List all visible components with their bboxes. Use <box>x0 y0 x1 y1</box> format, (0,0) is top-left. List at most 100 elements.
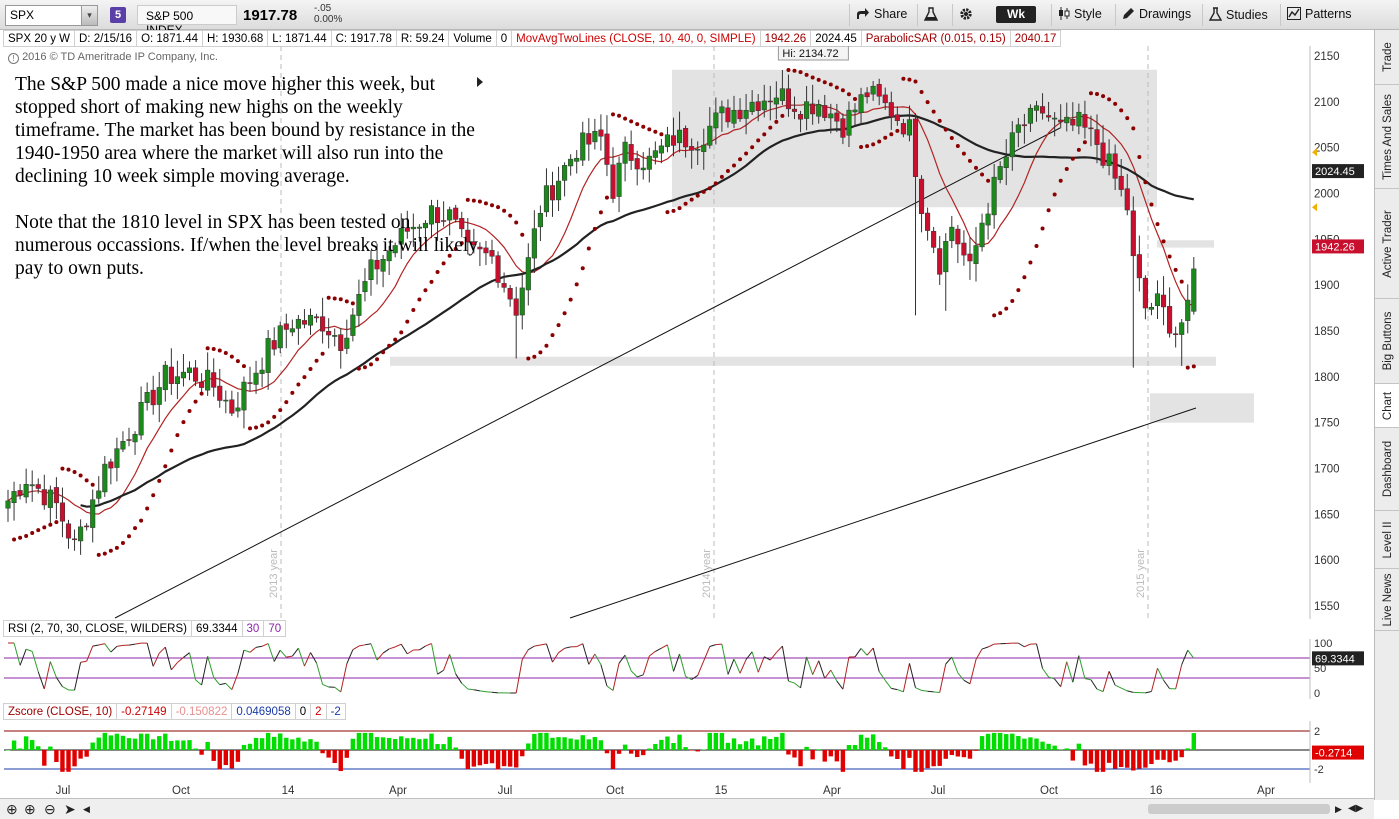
zscore-bar <box>477 750 483 766</box>
flask-button[interactable] <box>917 4 944 26</box>
psar-dot <box>254 425 259 430</box>
tab-dashboard[interactable]: Dashboard <box>1375 428 1399 511</box>
zoom-in-icon[interactable]: ⊕ <box>24 801 36 817</box>
rsi-segment <box>872 647 880 672</box>
expand-icon[interactable]: ◀▶ <box>1348 803 1364 814</box>
price-axis[interactable]: 1550160016501700175018001850190019502000… <box>1312 51 1364 613</box>
tab-times-and-sales[interactable]: Times And Sales <box>1375 85 1399 189</box>
tab-chart[interactable]: Chart <box>1375 384 1399 428</box>
tab-big-buttons[interactable]: Big Buttons <box>1375 299 1399 384</box>
psar-dot <box>1058 178 1063 183</box>
rsi-segment <box>491 691 499 694</box>
psar-dot <box>1155 222 1160 227</box>
zscore-bar <box>108 735 114 750</box>
psar-dot <box>598 210 603 215</box>
psar-dot <box>592 226 597 231</box>
horizontal-scrollbar[interactable] <box>1148 804 1330 814</box>
candle-body <box>785 88 792 110</box>
candle-body <box>156 387 162 405</box>
zscore-bar <box>48 746 53 750</box>
candle-body <box>265 338 271 373</box>
timeframe-selector[interactable]: Wk <box>996 6 1036 23</box>
psar-dot <box>677 206 682 211</box>
candle-body <box>1058 119 1064 123</box>
psar-dot <box>1113 101 1118 106</box>
play-arrow-icon[interactable] <box>477 77 483 87</box>
price-chart[interactable]: 2013 year 2014 year 2015 year Hi: 2134.72 … <box>0 46 1374 619</box>
zscore-bar <box>42 750 47 766</box>
rsi-segment <box>273 649 281 662</box>
studies-button[interactable]: Studies <box>1202 4 1274 26</box>
tab-label: Level II <box>1381 520 1394 559</box>
header-psar-label[interactable]: ParabolicSAR (0.015, 0.15) <box>860 30 1011 47</box>
psar-dot <box>260 423 265 428</box>
crosshair-icon[interactable]: ⊕ <box>6 801 18 817</box>
zscore-bar <box>864 737 870 750</box>
drawings-button[interactable]: Drawings <box>1115 4 1197 26</box>
psar-dot <box>738 157 743 162</box>
zscore-tick-label: 2 <box>1314 726 1320 738</box>
candle-body <box>658 145 664 154</box>
rsi-chart[interactable]: 0 50 100 69.3344 <box>0 639 1374 699</box>
scroll-right-icon[interactable]: ▶ <box>1335 804 1342 814</box>
psar-dot <box>1040 226 1045 231</box>
candle-body <box>314 316 320 319</box>
chart-annotation-note[interactable]: The S&P 500 made a nice move higher this… <box>15 73 485 303</box>
zscore-bar <box>1185 748 1190 750</box>
scroll-left-icon[interactable]: ◀ <box>83 804 90 814</box>
link-group-badge[interactable]: 5 <box>110 7 126 23</box>
candle-body <box>810 103 816 115</box>
settings-button[interactable] <box>952 4 979 26</box>
zscore-bar <box>126 738 132 750</box>
psar-dot <box>556 323 561 328</box>
symbol-input[interactable]: SPX ▾ <box>5 5 98 26</box>
right-side-tabs: Trade Times And Sales Active Trader Big But… <box>1374 30 1399 800</box>
psar-dot <box>961 151 966 156</box>
tab-level-ii[interactable]: Level II <box>1375 511 1399 569</box>
time-tick-label: Apr <box>389 785 407 797</box>
header-movavg-label[interactable]: MovAvgTwoLines (CLOSE, 10, 40, 0, SIMPLE… <box>511 30 761 47</box>
zscore-bar <box>102 732 107 750</box>
header-period[interactable]: SPX 20 y W <box>3 30 75 47</box>
rsi-label[interactable]: RSI (2, 70, 30, CLOSE, WILDERS) <box>3 620 192 637</box>
chevron-down-icon[interactable]: ▾ <box>81 6 97 25</box>
psar-dot <box>840 88 845 93</box>
candle-body <box>798 114 804 120</box>
zscore-bar <box>489 750 495 764</box>
pointer-icon[interactable]: ➤ <box>64 801 76 817</box>
zoom-out-icon[interactable]: ⊖ <box>44 801 56 817</box>
share-button[interactable]: Share <box>849 4 913 26</box>
rsi-segment <box>74 662 82 691</box>
price-zone-3 <box>1157 240 1214 248</box>
rsi-segment <box>195 679 202 686</box>
zscore-bar <box>907 750 912 758</box>
psar-dot <box>701 189 706 194</box>
rsi-segment <box>297 648 305 667</box>
rsi-header: RSI (2, 70, 30, CLOSE, WILDERS) 69.3344 30… <box>3 620 287 637</box>
tab-active-trader[interactable]: Active Trader <box>1375 189 1399 299</box>
zscore-bar <box>193 748 198 750</box>
tab-trade[interactable]: Trade <box>1375 30 1399 85</box>
time-axis[interactable]: Jul Oct 14 Apr Jul Oct 15 Apr Jul Oct 16 Apr <box>0 782 1374 798</box>
patterns-button[interactable]: Patterns <box>1280 4 1358 26</box>
psar-dot <box>913 79 918 84</box>
rsi-segment <box>902 663 910 692</box>
zscore-label[interactable]: Zscore (CLOSE, 10) <box>3 703 118 720</box>
tab-live-news[interactable]: Live News <box>1375 569 1399 631</box>
candle-body <box>737 109 743 120</box>
psar-dot <box>1137 155 1142 160</box>
psar-dot <box>1161 239 1166 244</box>
zscore-chart[interactable]: 2 -2 -0.2714 <box>0 721 1374 783</box>
zscore-bar <box>78 750 83 759</box>
header-volume-label[interactable]: Volume <box>448 30 497 47</box>
candle-body <box>985 213 991 226</box>
psar-dot <box>647 127 652 132</box>
psar-dot <box>411 307 416 312</box>
candle-body <box>120 441 126 450</box>
style-button[interactable]: Style <box>1051 4 1108 26</box>
rsi-segment <box>691 675 698 680</box>
candle-body <box>912 118 919 177</box>
candle-body <box>1191 268 1197 312</box>
psar-dot <box>508 213 513 218</box>
